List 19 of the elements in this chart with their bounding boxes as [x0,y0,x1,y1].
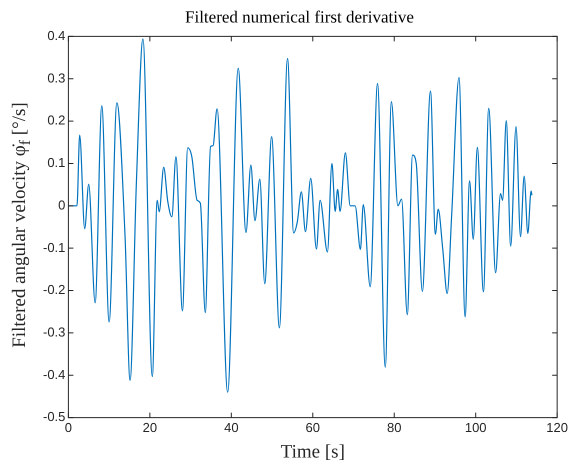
y-tick-label: -0.4 [42,366,66,382]
x-axis-title: Time [s] [280,442,345,463]
y-tick-label: 0.2 [47,112,66,128]
x-tick-label: 40 [224,420,239,435]
x-tick-label: 100 [464,420,487,435]
y-tick-label: 0 [58,197,66,212]
x-tick-label: 120 [546,420,568,435]
chart-title: Filtered numerical first derivative [185,8,414,27]
y-tick-label: -0.5 [42,409,66,424]
y-tick-label: 0.1 [47,155,66,170]
x-tick-label: 80 [387,420,402,435]
y-tick-label: -0.1 [42,240,66,255]
y-tick-label: -0.2 [42,282,66,298]
x-tick-label: 20 [142,420,158,435]
line-series [68,38,533,393]
y-tick-label: 0.4 [47,28,66,43]
y-tick-label: 0.3 [47,70,66,86]
y-tick-label: -0.3 [42,324,66,340]
x-tick-label: 60 [306,420,320,435]
